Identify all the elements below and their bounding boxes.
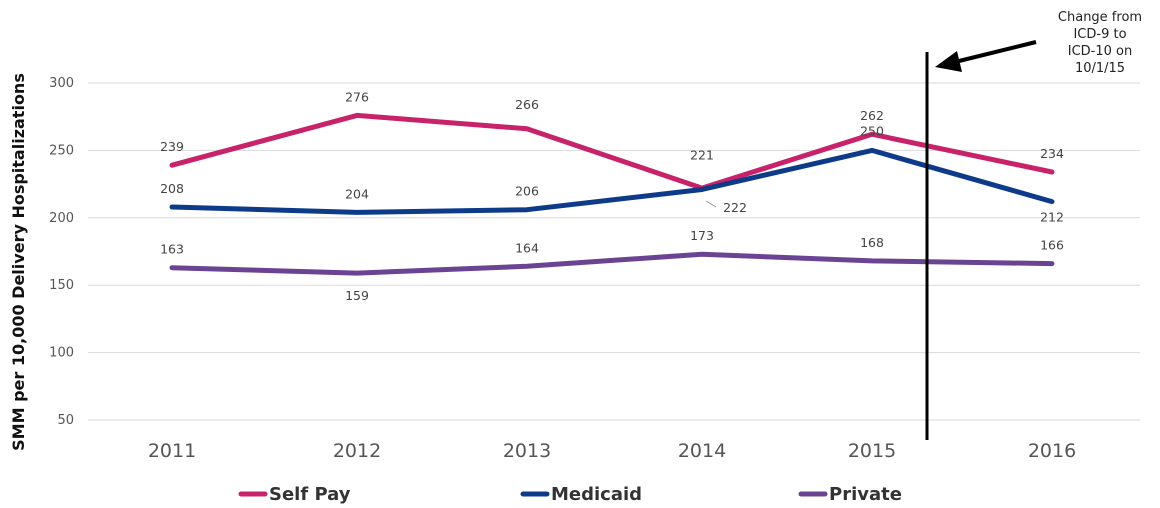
data-label: 221 xyxy=(690,147,714,162)
data-label: 222 xyxy=(723,200,747,215)
series-line-self-pay xyxy=(169,112,1055,191)
data-label: 166 xyxy=(1040,238,1064,253)
x-tick-label: 2012 xyxy=(333,440,381,462)
data-label: 206 xyxy=(515,184,539,199)
legend-item-private: Private xyxy=(798,484,902,505)
y-tick-label: 50 xyxy=(57,413,74,428)
gridlines xyxy=(88,82,1140,421)
data-label: 250 xyxy=(860,123,884,138)
series-lines xyxy=(169,112,1055,276)
x-tick-label: 2013 xyxy=(503,440,551,462)
annotation-line-1: Change from xyxy=(1058,10,1142,25)
y-tick-label: 100 xyxy=(49,346,74,361)
data-label: 212 xyxy=(1040,210,1064,225)
data-label: 262 xyxy=(860,108,884,123)
data-label: 266 xyxy=(515,97,539,112)
x-tick-label: 2014 xyxy=(678,440,726,462)
data-label: 276 xyxy=(345,89,369,104)
y-tick-label: 300 xyxy=(49,76,74,91)
annotation-line-4: 10/1/15 xyxy=(1075,61,1125,76)
data-label: 159 xyxy=(345,288,369,303)
annotation-arrow-shaft xyxy=(954,40,1037,64)
series-line-private xyxy=(169,251,1055,276)
y-tick-label: 200 xyxy=(49,211,74,226)
label-leader-line xyxy=(705,200,717,208)
x-axis: 2011 2012 2013 2014 2015 2016 xyxy=(148,440,1076,462)
data-label: 173 xyxy=(690,228,714,243)
data-label: 239 xyxy=(160,139,184,154)
legend-label: Private xyxy=(829,484,902,505)
data-label: 164 xyxy=(515,240,539,255)
data-label: 168 xyxy=(860,235,884,250)
y-axis: 50 100 150 200 250 300 xyxy=(49,76,74,428)
y-tick-label: 250 xyxy=(49,143,74,158)
series-line-medicaid xyxy=(169,147,1055,215)
annotation-line-2: ICD-9 to xyxy=(1073,27,1126,42)
legend-label: Medicaid xyxy=(551,484,642,505)
x-tick-label: 2015 xyxy=(848,440,896,462)
annotation-arrowhead xyxy=(935,51,962,72)
legend-item-medicaid: Medicaid xyxy=(520,484,642,505)
data-label: 234 xyxy=(1040,146,1064,161)
y-axis-label: SMM per 10,000 Delivery Hospitalizations xyxy=(9,73,28,451)
data-label: 204 xyxy=(345,186,369,201)
data-labels: 239 276 266 222 262 234 208 204 206 221 250 212 163 1… xyxy=(160,89,1064,303)
legend-label: Self Pay xyxy=(269,484,351,505)
annotation-line-3: ICD-10 on xyxy=(1068,44,1132,59)
data-label: 163 xyxy=(160,242,184,257)
legend-item-self-pay: Self Pay xyxy=(238,484,351,505)
y-tick-label: 150 xyxy=(49,278,74,293)
data-label: 208 xyxy=(160,181,184,196)
icd-change-annotation: Change from ICD-9 to ICD-10 on 10/1/15 xyxy=(925,10,1142,440)
legend: Self Pay Medicaid Private xyxy=(238,484,902,505)
x-tick-label: 2011 xyxy=(148,440,196,462)
x-tick-label: 2016 xyxy=(1028,440,1076,462)
